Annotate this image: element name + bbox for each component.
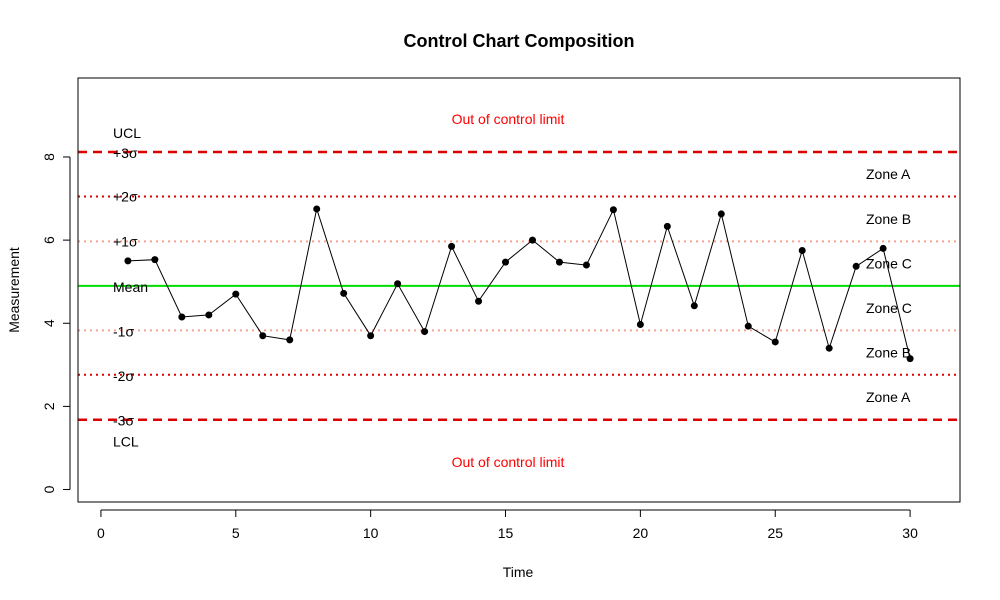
plus-3-sigma-label: +3σ [113, 145, 138, 161]
zone-label: Zone C [866, 300, 912, 316]
data-point [124, 257, 132, 265]
y-axis-title: Measurement [6, 247, 22, 333]
data-point [286, 336, 294, 344]
data-point [690, 302, 698, 310]
data-point [502, 258, 510, 266]
y-tick-label: 2 [41, 402, 57, 410]
minus-1-sigma-label: -1σ [113, 323, 134, 339]
zone-label: Zone A [866, 166, 911, 182]
x-axis-title: Time [503, 564, 534, 580]
data-point [582, 261, 590, 269]
plot-area [78, 150, 960, 421]
data-point [798, 247, 806, 255]
plot-frame [77, 77, 961, 503]
ucl-label: UCL [113, 125, 141, 141]
data-point [717, 210, 725, 218]
chart-title: Control Chart Composition [404, 31, 635, 51]
data-point [205, 311, 213, 319]
y-tick-label: 6 [41, 236, 57, 244]
x-tick-label: 30 [902, 525, 918, 541]
data-point [852, 262, 860, 270]
zone-label: Zone B [866, 211, 911, 227]
x-tick-label: 5 [232, 525, 240, 541]
data-point [367, 332, 375, 340]
data-point [448, 242, 456, 250]
data-point [771, 338, 779, 346]
data-point [609, 206, 617, 214]
y-tick-label: 4 [41, 319, 57, 327]
x-tick-label: 20 [633, 525, 649, 541]
zone-label: Zone A [866, 389, 911, 405]
zone-label: Zone B [866, 345, 911, 361]
lcl-label: LCL [113, 434, 139, 450]
data-point [744, 322, 752, 330]
data-point [825, 344, 833, 352]
x-tick-label: 15 [498, 525, 514, 541]
data-point [636, 321, 644, 329]
plus-1-sigma-label: +1σ [113, 233, 138, 249]
out-of-control-top-label: Out of control limit [452, 111, 565, 127]
out-of-control-bottom-label: Out of control limit [452, 454, 565, 470]
y-tick-label: 0 [41, 485, 57, 493]
data-point [663, 222, 671, 230]
data-point [906, 355, 914, 363]
plus-2-sigma-label: +2σ [113, 188, 138, 204]
mean-label: Mean [113, 279, 148, 295]
data-point [394, 280, 402, 288]
zone-label: Zone C [866, 256, 912, 272]
x-tick-label: 25 [767, 525, 783, 541]
data-point [421, 328, 429, 336]
minus-2-sigma-label: -2σ [113, 368, 134, 384]
data-point [340, 289, 348, 297]
data-point [178, 313, 186, 321]
data-point [151, 256, 159, 264]
data-point [475, 297, 483, 305]
data-point [879, 244, 887, 252]
y-tick-label: 8 [41, 153, 57, 161]
x-tick-label: 0 [97, 525, 105, 541]
data-point [528, 236, 536, 244]
data-point [259, 332, 267, 340]
data-point [313, 205, 321, 213]
x-tick-label: 10 [363, 525, 379, 541]
data-point [555, 258, 563, 266]
minus-3-sigma-label: -3σ [113, 413, 134, 429]
data-point [232, 290, 240, 298]
series-line [127, 206, 911, 359]
